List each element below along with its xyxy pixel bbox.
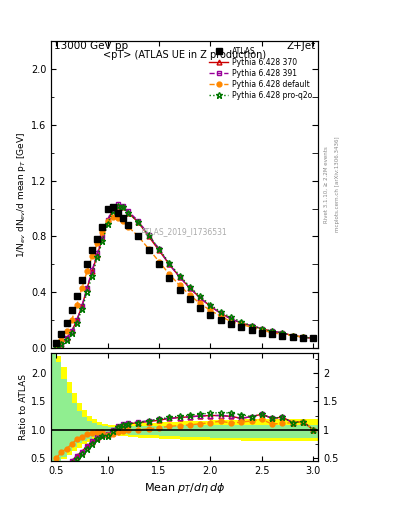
Text: Rivet 3.1.10, ≥ 2.2M events: Rivet 3.1.10, ≥ 2.2M events [324,146,329,223]
Y-axis label: 1/N$_{ev}$ dN$_{ev}$/d mean p$_{T}$ [GeV]: 1/N$_{ev}$ dN$_{ev}$/d mean p$_{T}$ [GeV… [15,132,28,258]
Text: 13000 GeV pp: 13000 GeV pp [54,41,128,51]
X-axis label: Mean $p_{T}/d\eta\,d\phi$: Mean $p_{T}/d\eta\,d\phi$ [144,481,226,495]
Y-axis label: Ratio to ATLAS: Ratio to ATLAS [19,374,28,440]
Text: mcplots.cern.ch [arXiv:1306.3436]: mcplots.cern.ch [arXiv:1306.3436] [335,137,340,232]
Legend: ATLAS, Pythia 6.428 370, Pythia 6.428 391, Pythia 6.428 default, Pythia 6.428 pr: ATLAS, Pythia 6.428 370, Pythia 6.428 39… [207,45,314,102]
Text: <pT> (ATLAS UE in Z production): <pT> (ATLAS UE in Z production) [103,50,266,60]
Text: Z+Jet: Z+Jet [286,41,316,51]
Text: ATLAS_2019_I1736531: ATLAS_2019_I1736531 [141,227,228,236]
